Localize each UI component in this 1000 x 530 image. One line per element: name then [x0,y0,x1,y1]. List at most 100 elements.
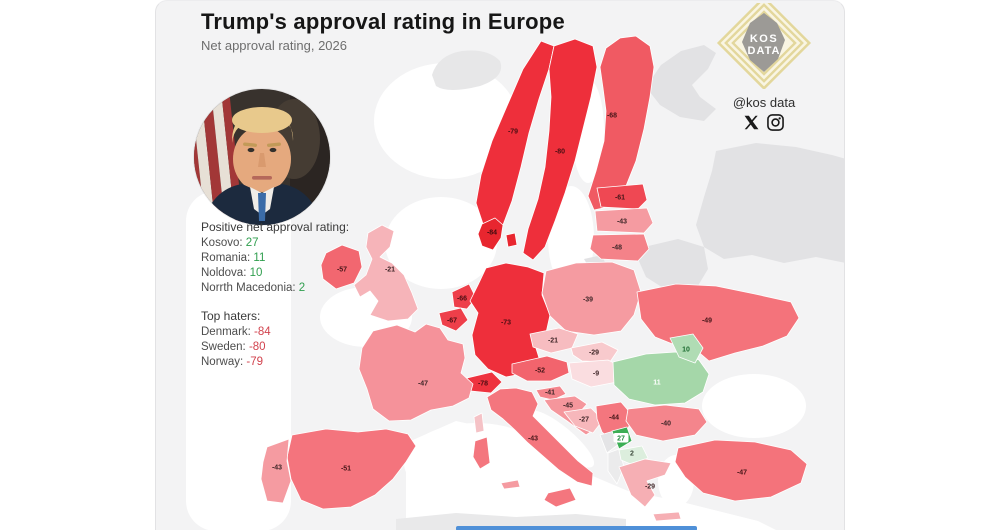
country-value-label: -84 [487,230,497,237]
chart-subtitle: Net approval rating, 2026 [201,38,347,53]
country-corsica [473,412,485,434]
kosovo-map-silhouette [742,13,785,72]
country-balearics [500,479,521,490]
annotation-block: Positive net approval rating: Kosovo: 27… [201,220,349,370]
country-spain [286,428,417,510]
iceland-shape [432,50,502,90]
social-handle: @kos data [732,95,796,110]
logo-text-kos: KOS [750,33,778,45]
instagram-icon [767,114,784,131]
chart-title: Trump's approval rating in Europe [201,9,565,34]
country-portugal [260,438,292,504]
rating-row: Denmark: -84 [201,326,271,338]
country-bulgaria [625,404,708,442]
country-value-label: -68 [607,113,617,120]
africa-shape [396,513,626,530]
progress-bar[interactable] [456,526,697,530]
country-latvia [594,207,654,234]
haters-list: Denmark: -84 Sweden: -80 Norway: -79 [201,325,349,370]
country-value-label: -43 [272,465,282,472]
country-value-label: -47 [737,470,747,477]
rating-row: Kosovo: 27 [201,237,259,249]
country-value-label: -29 [645,484,655,491]
country-value-label: -51 [341,466,351,473]
no-data-landmasses [396,45,844,530]
rating-row: Noldova: 10 [201,267,263,279]
brand-block: KOS DATA @kos data [712,1,816,131]
nw-russia-shape [646,45,716,121]
country-austria [511,355,570,382]
country-value-label: -67 [447,318,457,325]
rating-row: Norway: -79 [201,356,263,368]
country-value-label: -61 [615,195,625,202]
country-value-label: -9 [593,371,599,378]
country-ireland [320,244,363,290]
country-moldova [669,333,704,364]
country-uk [353,224,419,322]
country-sweden [522,38,598,261]
country-turkey [674,439,808,502]
country-denmark-islands [505,232,518,248]
country-value-label: -27 [579,417,589,424]
country-value-label: -29 [589,350,599,357]
country-finland [587,35,655,211]
post-image-card[interactable]: -79 -80 -68 -84 -61 -43 -48 -57 -21 -66 -67 -73 -39 -… [155,0,845,530]
country-sicily [543,487,577,508]
country-norway [475,40,555,234]
country-value-label: -78 [478,381,488,388]
rating-row: Romania: 11 [201,252,266,264]
belarus-shape [638,239,708,291]
rating-row: Norrth Macedonia: 2 [201,282,306,294]
country-shapes [260,35,808,522]
country-denmark [477,217,504,251]
kos-data-logo: KOS DATA [717,1,811,90]
albania-shape [607,448,625,485]
country-lithuania [589,233,650,262]
country-value-label: -80 [555,149,565,156]
country-slovenia [535,385,567,401]
country-value-label: 11 [653,380,661,387]
country-value-label: -43 [617,219,627,226]
country-value-label: -49 [702,318,712,325]
country-value-label: -48 [612,245,622,252]
country-value-label: -79 [508,129,518,136]
country-value-label: 2 [630,451,634,458]
country-italy [486,387,594,487]
country-poland [541,261,642,336]
russia-shape [696,143,844,263]
country-romania [612,351,710,406]
country-ukraine [636,283,800,362]
trump-photo [194,89,330,225]
country-belgium [438,307,469,332]
haters-header: Top haters: [201,309,261,323]
country-sardinia [472,436,491,470]
x-twitter-icon [744,115,759,130]
country-estonia [596,183,648,210]
country-greece [618,458,672,508]
country-bosnia [563,407,604,434]
country-value-label: -44 [609,415,619,422]
country-value-label: -43 [528,436,538,443]
country-value-label: -21 [548,338,558,345]
country-value-label: -41 [545,390,555,397]
country-value-label: -45 [563,403,573,410]
country-value-label: -52 [535,368,545,375]
positive-header: Positive net approval rating: [201,220,350,234]
europe-choropleth-map: -79 -80 -68 -84 -61 -43 -48 -57 -21 -66 -67 -73 -39 -… [186,35,844,530]
logo-text-data: DATA [748,45,781,57]
country-value-label: -73 [501,320,511,327]
positive-list: Kosovo: 27 Romania: 11 Noldova: 10 Norrth M… [201,236,349,296]
kosovo-label-chip [613,433,629,443]
rating-row: Sweden: -80 [201,341,266,353]
country-value-label: 10 [682,347,690,354]
country-value-label: -21 [385,267,395,274]
country-value-label: -40 [661,421,671,428]
country-value-label: -39 [583,297,593,304]
country-value-label: -47 [418,381,428,388]
trump-portrait-graphic [194,89,330,225]
country-value-label: -57 [337,267,347,274]
country-crete [652,511,682,522]
country-france [358,323,474,422]
country-value-label: -66 [457,296,467,303]
country-value-label: 27 [617,436,625,443]
